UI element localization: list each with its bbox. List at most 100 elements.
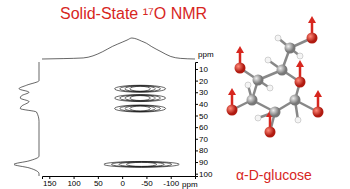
x-axis: 150 100 50 0 -50 -100: [43, 176, 196, 188]
y-tick-label: 50: [199, 112, 208, 121]
y-tick-label: 60: [199, 123, 208, 132]
y-tick-mark: [195, 127, 198, 128]
y-tick: 50: [195, 112, 208, 121]
atom: [265, 57, 271, 63]
atom: [265, 127, 276, 138]
y-tick-label: 80: [199, 146, 208, 155]
atom: [277, 65, 288, 76]
atom: [290, 95, 301, 106]
spin-arrow-head: [314, 90, 322, 97]
atom: [275, 35, 281, 41]
y-tick: 30: [195, 88, 208, 97]
atom: [297, 53, 303, 59]
y-tick: 10: [195, 65, 208, 74]
x-tick-label: -50: [141, 179, 153, 188]
atom: [245, 82, 251, 88]
atom: [247, 95, 258, 106]
x-axis-title: ppm: [182, 180, 198, 189]
atom: [253, 75, 264, 86]
atom: [267, 85, 273, 91]
y-axis-line: [196, 63, 199, 177]
x-tick: 0: [120, 176, 125, 188]
x-tick: 150: [43, 176, 57, 188]
atom: [295, 77, 306, 88]
y-tick-mark: [195, 162, 198, 163]
y-tick-label: 40: [199, 100, 208, 109]
y-tick: 20: [195, 77, 208, 86]
x-tick-label: -100: [163, 179, 180, 188]
atom: [235, 63, 246, 74]
y-tick-mark: [195, 81, 198, 82]
contour: [119, 162, 164, 167]
contour: [120, 105, 161, 111]
peak: [115, 105, 166, 112]
top-projection-group: [42, 38, 195, 59]
y-tick-mark: [195, 150, 198, 151]
contour: [127, 162, 157, 166]
top-projection: [42, 38, 195, 59]
y-tick-mark: [195, 174, 198, 175]
x-tick-label: 0: [120, 179, 125, 188]
atom: [295, 117, 301, 123]
spin-arrow-head: [228, 88, 236, 95]
y-tick: 60: [195, 123, 208, 132]
y-tick-label: 10: [199, 65, 208, 74]
contour: [111, 162, 171, 167]
atom: [313, 107, 324, 118]
y-tick-mark: [195, 69, 198, 70]
atom: [255, 115, 261, 121]
y-tick: 100: [195, 170, 213, 179]
contour: [130, 96, 150, 101]
plot-area: [104, 85, 179, 167]
annotation: α-D-glucose: [236, 167, 312, 183]
y-axis: 10 20 30 40 50 60 70 80 90 100: [195, 63, 213, 179]
x-tick-label: 50: [94, 179, 103, 188]
y-tick-mark: [195, 104, 198, 105]
peak: [115, 85, 166, 92]
molecule: [227, 16, 324, 138]
left-projection: [14, 62, 39, 176]
contour: [130, 106, 150, 111]
peak: [104, 161, 179, 167]
spin-arrow-head: [236, 46, 244, 53]
x-tick-label: 100: [67, 179, 81, 188]
figure: Solid-State ¹⁷O NMR150100500-50-100ppm10…: [0, 0, 350, 189]
contour: [115, 95, 166, 102]
y-tick-label: 100: [199, 170, 213, 179]
contour: [130, 86, 150, 91]
x-tick-label: 150: [43, 179, 57, 188]
contour: [104, 161, 179, 167]
contour: [115, 85, 166, 92]
y-tick-mark: [195, 139, 198, 140]
x-tick: 50: [94, 176, 103, 188]
title: Solid-State ¹⁷O NMR: [60, 5, 207, 22]
y-tick-label: 70: [199, 135, 208, 144]
contour: [120, 95, 161, 101]
y-tick-mark: [195, 116, 198, 117]
y-tick-label: 20: [199, 77, 208, 86]
y-tick-label: 90: [199, 158, 208, 167]
x-tick: -100: [163, 176, 180, 188]
contour: [120, 86, 161, 92]
contour: [125, 106, 156, 112]
atom: [285, 43, 296, 54]
contour: [125, 95, 156, 101]
y-tick: 40: [195, 100, 208, 109]
peak: [115, 95, 166, 102]
atom: [307, 33, 318, 44]
atom: [227, 105, 238, 116]
y-tick: 90: [195, 158, 208, 167]
y-tick: 70: [195, 135, 208, 144]
y-axis-title: ppm: [198, 50, 214, 59]
left-projection-group: [14, 62, 39, 176]
contour: [115, 105, 166, 112]
contour: [125, 86, 156, 92]
y-tick-label: 30: [199, 88, 208, 97]
spin-arrow-head: [308, 16, 316, 23]
spin-arrow-head: [296, 60, 304, 67]
atom: [270, 107, 281, 118]
x-tick: -50: [141, 176, 153, 188]
y-tick: 80: [195, 146, 208, 155]
x-tick: 100: [67, 176, 81, 188]
y-tick-mark: [195, 92, 198, 93]
